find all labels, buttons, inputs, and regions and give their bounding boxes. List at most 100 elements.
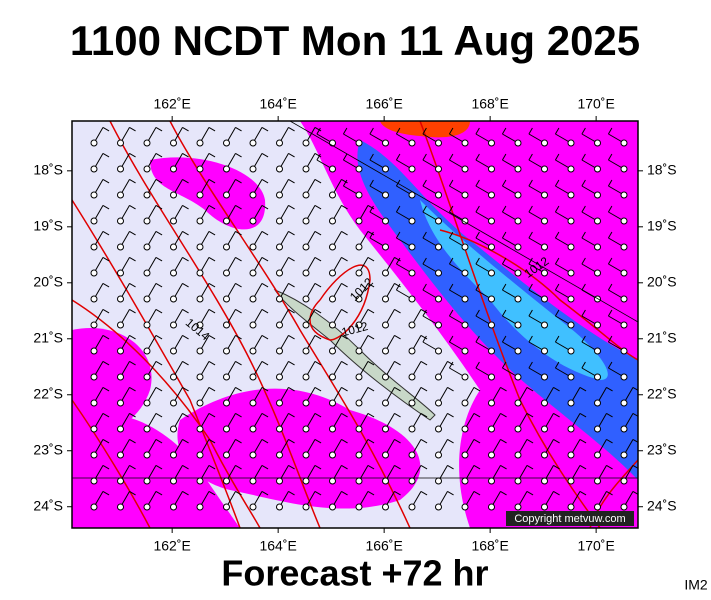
barb-flag (208, 230, 216, 236)
barb-station (90, 399, 98, 407)
barb-flag (422, 179, 427, 187)
barb-station (488, 477, 495, 485)
barb-station (514, 295, 522, 303)
barb-flag (235, 464, 242, 470)
barb-flag (369, 153, 374, 161)
barb-station (541, 347, 548, 355)
barb-station (620, 139, 628, 147)
barb-station (620, 477, 628, 485)
barb-station (594, 165, 601, 173)
barb-flag (526, 438, 534, 444)
barb-station (302, 321, 310, 329)
barb-station (90, 269, 98, 277)
barb-flag (342, 127, 348, 135)
barb-station (461, 321, 469, 329)
barb-flag (394, 438, 401, 444)
barb-flag (501, 179, 507, 187)
barb-flag (288, 360, 295, 366)
barb-flag (473, 464, 481, 470)
lat-tick-label: 20˚S (33, 273, 63, 289)
barb-flag (448, 231, 454, 239)
barb-flag (447, 412, 454, 418)
barb-flag (288, 438, 295, 444)
barb-flag (235, 256, 242, 262)
barb-flag (395, 283, 401, 291)
barb-flag (261, 256, 269, 262)
barb-station (567, 165, 575, 173)
barb-station (196, 191, 204, 199)
barb-flag (129, 490, 136, 496)
barb-flag (395, 127, 401, 135)
barb-station (223, 243, 230, 251)
barb-flag (314, 152, 322, 158)
barb-flag (129, 386, 136, 392)
barb-station (594, 451, 601, 459)
barb-flag (155, 334, 163, 340)
barb-flag (526, 386, 534, 392)
barb-station (276, 269, 283, 277)
barb-station (408, 321, 416, 329)
barb-flag (501, 361, 507, 369)
barb-flag (473, 386, 481, 392)
barb-station (170, 477, 177, 485)
barb-station (382, 399, 389, 407)
barb-station (382, 477, 389, 485)
barb-flag (235, 152, 242, 158)
barb-flag (528, 283, 533, 291)
barb-station (249, 425, 257, 433)
barb-flag (367, 412, 375, 418)
barb-station (620, 451, 628, 459)
barb-flag (182, 126, 189, 132)
barb-flag (607, 361, 613, 369)
barb-station (90, 503, 98, 511)
barb-station (143, 139, 151, 147)
barb-station (620, 399, 628, 407)
barb-flag (155, 464, 163, 470)
barb-flag (208, 412, 216, 418)
barb-station (196, 451, 204, 459)
barb-flag (369, 127, 374, 135)
barb-flag (394, 334, 401, 340)
barb-station (382, 191, 389, 199)
barb-station (170, 399, 177, 407)
barb-flag (606, 438, 613, 444)
barb-flag (422, 231, 427, 239)
barb-station (435, 477, 442, 485)
barb-flag (475, 179, 480, 187)
lat-tick-label: 18˚S (647, 162, 677, 178)
barb-station (461, 191, 469, 199)
barb-station (514, 321, 522, 329)
barb-flag (235, 308, 242, 314)
barb-flag (422, 127, 427, 135)
barb-flag (208, 438, 216, 444)
barb-station (117, 373, 124, 381)
barb-flag (341, 360, 348, 366)
barb-station (223, 347, 230, 355)
lat-tick-label: 24˚S (647, 497, 677, 513)
barb-flag (475, 231, 480, 239)
barb-station (435, 503, 442, 511)
barb-flag (448, 205, 454, 213)
barb-flag (155, 230, 163, 236)
barb-station (249, 191, 257, 199)
barb-flag (314, 308, 322, 314)
barb-station (90, 373, 98, 381)
barb-station (594, 243, 601, 251)
barb-station (143, 191, 151, 199)
barb-station (249, 399, 257, 407)
barb-flag (129, 438, 136, 444)
barb-station (408, 269, 416, 277)
barb-flag (182, 412, 189, 418)
barb-flag (155, 282, 163, 288)
barb-station (196, 503, 204, 511)
barb-station (170, 347, 177, 355)
lat-tick-label: 24˚S (33, 497, 63, 513)
barb-station (355, 399, 363, 407)
barb-station (594, 373, 601, 381)
barb-flag (581, 231, 586, 239)
barb-flag (341, 308, 348, 314)
lat-tick-label: 19˚S (33, 218, 63, 234)
barb-flag (607, 205, 613, 213)
barb-flag (367, 282, 375, 288)
barb-station (302, 399, 310, 407)
